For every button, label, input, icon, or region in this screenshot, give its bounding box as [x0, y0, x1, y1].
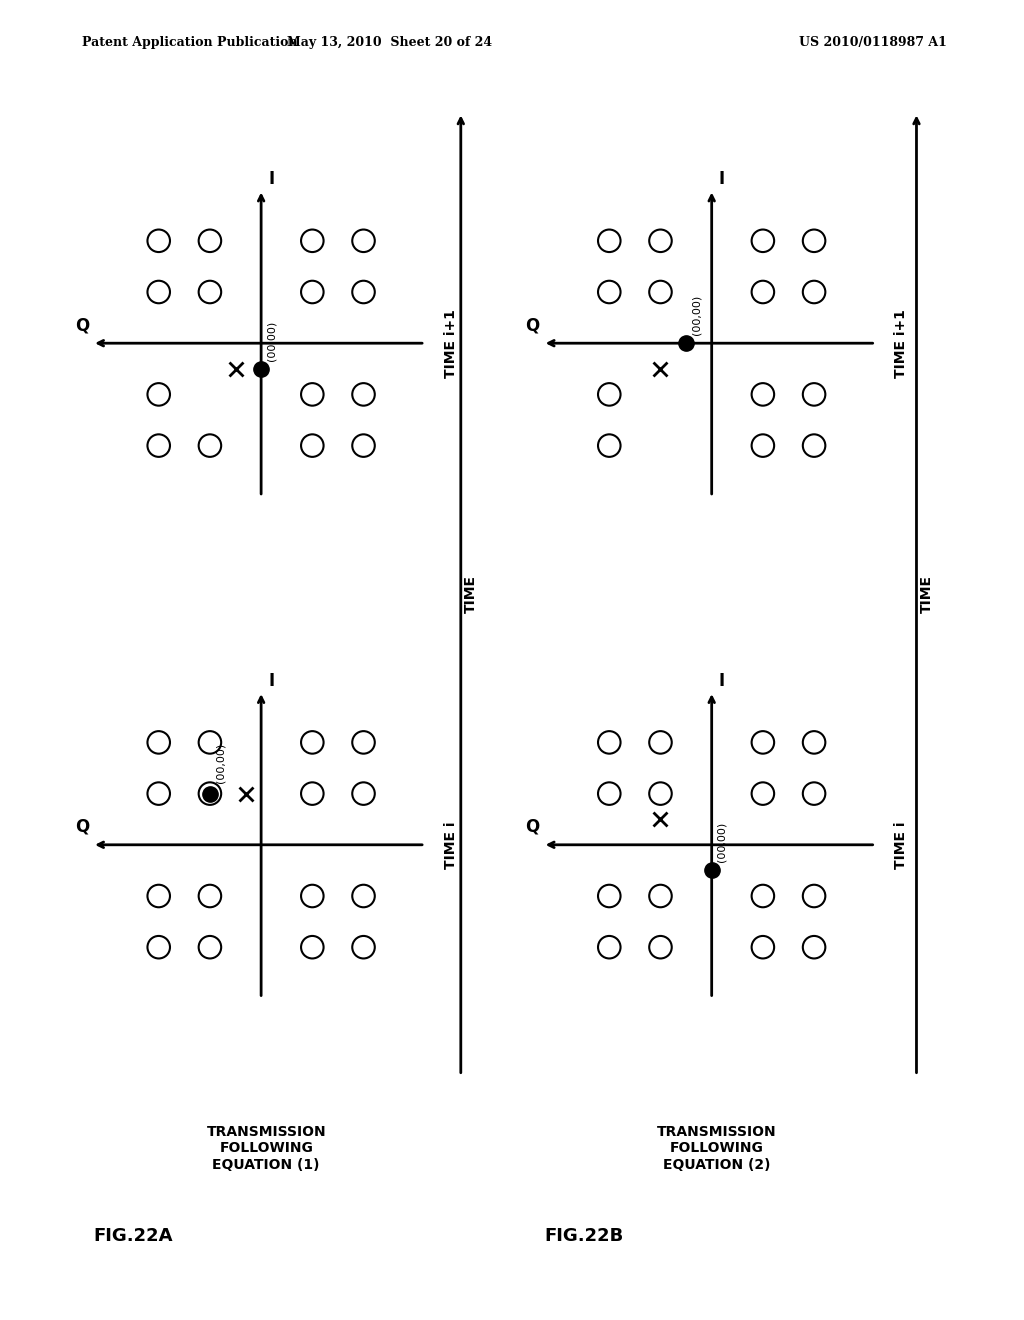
- Text: Q: Q: [75, 818, 89, 836]
- Text: FIG.22A: FIG.22A: [93, 1226, 173, 1245]
- Text: TIME: TIME: [464, 576, 478, 612]
- Text: Patent Application Publication: Patent Application Publication: [82, 36, 297, 49]
- Text: (00,00): (00,00): [691, 294, 701, 335]
- Text: (00,00): (00,00): [215, 743, 225, 783]
- Text: (00,00): (00,00): [717, 822, 727, 862]
- Text: TRANSMISSION
FOLLOWING
EQUATION (1): TRANSMISSION FOLLOWING EQUATION (1): [207, 1125, 326, 1172]
- Text: (00,00): (00,00): [266, 321, 276, 360]
- Text: US 2010/0118987 A1: US 2010/0118987 A1: [799, 36, 946, 49]
- Text: TIME i: TIME i: [443, 821, 458, 869]
- Text: I: I: [268, 170, 274, 189]
- Text: I: I: [719, 170, 725, 189]
- Text: Q: Q: [525, 317, 540, 334]
- Text: TIME i+1: TIME i+1: [443, 309, 458, 378]
- Text: May 13, 2010  Sheet 20 of 24: May 13, 2010 Sheet 20 of 24: [287, 36, 492, 49]
- Text: Q: Q: [75, 317, 89, 334]
- Text: I: I: [719, 672, 725, 690]
- Text: TIME i+1: TIME i+1: [894, 309, 908, 378]
- Text: FIG.22B: FIG.22B: [544, 1226, 624, 1245]
- Text: Q: Q: [525, 818, 540, 836]
- Text: TRANSMISSION
FOLLOWING
EQUATION (2): TRANSMISSION FOLLOWING EQUATION (2): [657, 1125, 776, 1172]
- Text: TIME i: TIME i: [894, 821, 908, 869]
- Text: I: I: [268, 672, 274, 690]
- Text: TIME: TIME: [920, 576, 934, 612]
